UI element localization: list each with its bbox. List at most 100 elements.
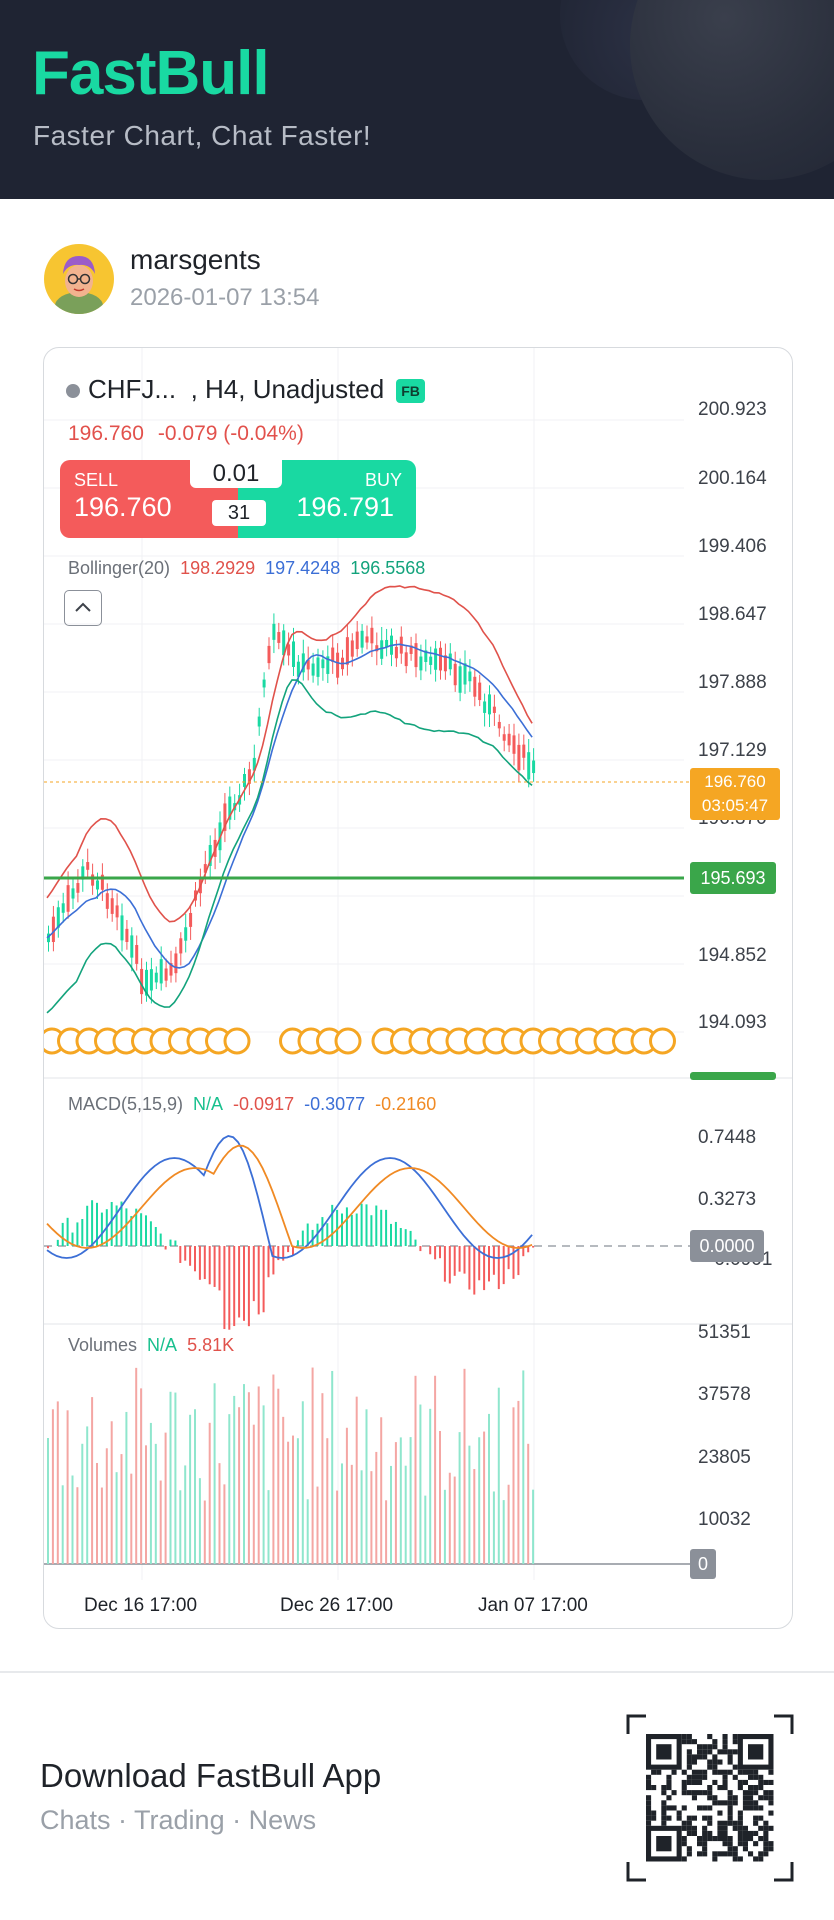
qr-module bbox=[758, 1785, 764, 1791]
chart-card[interactable]: CHFJ... , H4, Unadjusted FB 196.760 -0.079… bbox=[43, 347, 793, 1629]
qr-module bbox=[712, 1759, 718, 1765]
price-axis-label: 198.647 bbox=[698, 604, 767, 625]
qr-module bbox=[712, 1856, 718, 1862]
horizontal-line-tag[interactable]: 195.693 bbox=[690, 862, 776, 894]
volume-bar bbox=[336, 1490, 339, 1564]
macd-histogram-bar bbox=[149, 1221, 152, 1246]
qr-module bbox=[646, 1805, 652, 1811]
spread-value: 31 bbox=[212, 500, 266, 526]
time-axis-label: Dec 26 17:00 bbox=[280, 1595, 394, 1616]
qr-module bbox=[686, 1734, 692, 1740]
qr-module bbox=[702, 1851, 708, 1857]
avatar[interactable] bbox=[44, 244, 114, 314]
volume-bar bbox=[66, 1410, 69, 1564]
candle bbox=[385, 639, 389, 648]
macd-histogram-bar bbox=[409, 1230, 412, 1246]
qr-module bbox=[691, 1795, 697, 1801]
volume-bar bbox=[399, 1437, 402, 1564]
macd-histogram-bar bbox=[532, 1246, 535, 1248]
candle bbox=[86, 862, 90, 870]
time-axis-label: Jan 07 17:00 bbox=[478, 1595, 588, 1616]
macd-na: N/A bbox=[193, 1094, 224, 1114]
qr-module bbox=[717, 1749, 723, 1755]
sell-price: 196.760 bbox=[74, 492, 172, 522]
qr-module bbox=[742, 1805, 748, 1811]
volume-bar bbox=[394, 1442, 397, 1564]
qr-module bbox=[737, 1769, 743, 1775]
qr-module bbox=[722, 1739, 728, 1745]
qr-module bbox=[646, 1800, 652, 1806]
candle bbox=[164, 968, 168, 981]
qr-module bbox=[681, 1779, 687, 1785]
candle bbox=[375, 645, 379, 652]
qr-module bbox=[646, 1785, 652, 1791]
macd-label: MACD(5,15,9) bbox=[68, 1094, 184, 1114]
macd-histogram-bar bbox=[179, 1246, 182, 1263]
qr-module bbox=[707, 1795, 713, 1801]
volume-bar bbox=[517, 1400, 520, 1564]
macd-histogram-bar bbox=[115, 1205, 118, 1246]
candle bbox=[522, 744, 526, 758]
candle bbox=[492, 706, 496, 713]
time-axis-label: Dec 16 17:00 bbox=[84, 1595, 198, 1616]
candle bbox=[478, 682, 482, 701]
qr-code[interactable] bbox=[626, 1714, 794, 1882]
lot-size-input[interactable]: 0.01 bbox=[190, 460, 282, 488]
macd-histogram-bar bbox=[370, 1215, 373, 1246]
macd-histogram-bar bbox=[365, 1204, 368, 1246]
qr-module bbox=[727, 1790, 733, 1796]
qr-module bbox=[732, 1774, 738, 1780]
candle bbox=[76, 883, 80, 893]
volume-bar bbox=[522, 1370, 525, 1564]
volume-bar bbox=[164, 1432, 167, 1564]
collapse-button[interactable] bbox=[64, 590, 102, 626]
qr-module bbox=[646, 1774, 652, 1780]
qr-module bbox=[748, 1800, 754, 1806]
candle bbox=[120, 915, 124, 941]
qr-module bbox=[753, 1774, 759, 1780]
volume-bar bbox=[189, 1414, 192, 1564]
volumes-label: Volumes bbox=[68, 1335, 138, 1355]
qr-finder bbox=[656, 1744, 672, 1760]
qr-module bbox=[717, 1851, 723, 1857]
macd-histogram-bar bbox=[448, 1246, 451, 1284]
macd-value-1: -0.0917 bbox=[233, 1094, 295, 1114]
qr-module bbox=[686, 1815, 692, 1821]
macd-histogram-bar bbox=[483, 1246, 486, 1291]
app-banner: FastBull Faster Chart, Chat Faster! bbox=[0, 0, 834, 199]
qr-module bbox=[686, 1759, 692, 1765]
download-subtitle: Chats · Trading · News bbox=[40, 1805, 317, 1835]
qr-module bbox=[717, 1825, 723, 1831]
qr-module bbox=[737, 1841, 743, 1847]
price-chart[interactable] bbox=[44, 348, 792, 1628]
candle bbox=[311, 663, 315, 676]
qr-module bbox=[661, 1785, 667, 1791]
qr-module bbox=[732, 1800, 738, 1806]
qr-module bbox=[763, 1836, 769, 1842]
qr-module bbox=[681, 1856, 687, 1862]
macd-histogram-bar bbox=[287, 1246, 290, 1253]
qr-module bbox=[753, 1805, 759, 1811]
qr-module bbox=[732, 1820, 738, 1826]
macd-histogram-bar bbox=[203, 1246, 206, 1280]
download-title[interactable]: Download FastBull App bbox=[40, 1757, 382, 1794]
buy-button[interactable]: BUY 196.791 bbox=[238, 460, 416, 538]
qr-module bbox=[651, 1769, 657, 1775]
sell-label: SELL bbox=[74, 470, 119, 490]
candle bbox=[287, 644, 291, 656]
current-price-tag: 196.760 03:05:47 bbox=[690, 768, 780, 820]
macd-histogram-bar bbox=[100, 1212, 103, 1246]
qr-module bbox=[661, 1805, 667, 1811]
price-axis-label: 194.852 bbox=[698, 945, 767, 966]
symbol-header[interactable]: CHFJ... , H4, Unadjusted FB bbox=[66, 374, 425, 405]
qr-module bbox=[768, 1810, 774, 1816]
candle bbox=[360, 630, 364, 648]
qr-module bbox=[768, 1769, 774, 1775]
username[interactable]: marsgents bbox=[130, 244, 261, 275]
qr-module bbox=[737, 1820, 743, 1826]
volume-bar bbox=[218, 1463, 221, 1564]
volume-bar bbox=[473, 1469, 476, 1564]
qr-module bbox=[758, 1825, 764, 1831]
volume-bar bbox=[51, 1409, 54, 1564]
sell-button[interactable]: SELL 196.760 bbox=[60, 460, 238, 538]
